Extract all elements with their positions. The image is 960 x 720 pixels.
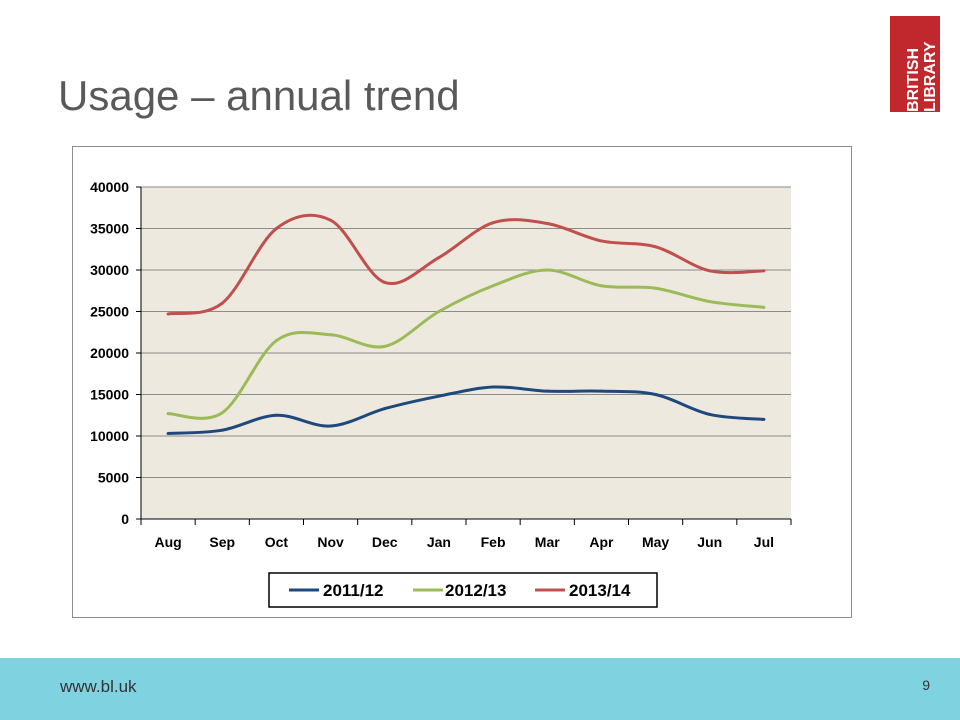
series-line-2011-12 (167, 385, 765, 436)
x-tick-label: Apr (589, 534, 614, 550)
data-point (491, 284, 495, 288)
x-tick-label: Nov (317, 534, 344, 550)
data-point (274, 339, 278, 343)
data-point (545, 389, 549, 393)
british-library-logo: BRITISH LIBRARY (890, 16, 940, 112)
logo-text-library: LIBRARY (922, 41, 939, 112)
data-point (762, 269, 766, 273)
x-tick-label: Jun (697, 534, 722, 550)
data-point (437, 256, 441, 260)
x-tick-label: Dec (372, 534, 398, 550)
y-tick-label: 20000 (90, 345, 129, 361)
data-point (383, 407, 387, 411)
data-point (166, 312, 170, 316)
data-point (437, 394, 441, 398)
chart-container: 0 5000 10000 15000 20000 25000 30000 35000 40000… (72, 146, 852, 618)
data-point (220, 411, 224, 415)
y-tick-label: 30000 (90, 262, 129, 278)
data-point (762, 305, 766, 309)
x-tick-label: Feb (481, 534, 506, 550)
data-point (383, 344, 387, 348)
x-tick-label: Mar (535, 534, 560, 550)
data-point (599, 284, 603, 288)
x-tick-label: Jan (427, 534, 451, 550)
y-tick-label: 5000 (98, 470, 129, 486)
data-point (654, 393, 658, 396)
footer-url[interactable]: www.bl.uk (60, 677, 137, 696)
data-point (599, 239, 603, 243)
data-point (654, 286, 658, 290)
data-point (220, 428, 224, 432)
x-tick-label: May (642, 534, 669, 550)
data-point (491, 221, 495, 225)
data-point (545, 268, 549, 272)
legend-label: 2012/13 (445, 581, 506, 600)
data-point (329, 218, 333, 222)
data-point (654, 245, 658, 249)
data-point (166, 432, 170, 436)
data-point (329, 333, 333, 337)
y-tick-label: 25000 (90, 304, 129, 320)
data-point (708, 269, 712, 273)
data-point (274, 227, 278, 230)
legend-label: 2013/14 (569, 581, 631, 600)
data-point (329, 424, 333, 428)
data-point (491, 385, 495, 389)
y-tick-label: 35000 (90, 221, 129, 237)
x-tick-label: Aug (154, 534, 181, 550)
y-tick-label: 15000 (90, 387, 129, 403)
data-point (599, 389, 603, 393)
x-tick-label: Oct (265, 534, 289, 550)
data-point (220, 301, 224, 305)
logo-text-british: BRITISH (905, 48, 922, 112)
data-point (708, 412, 712, 416)
x-tick-label: Jul (754, 534, 774, 550)
data-point (437, 310, 441, 313)
line-chart: 0 5000 10000 15000 20000 25000 30000 35000 40000… (90, 179, 792, 608)
legend-box (268, 572, 658, 608)
data-point (274, 413, 278, 417)
y-tick-label: 40000 (90, 179, 129, 195)
y-tick-label: 10000 (90, 428, 129, 444)
slide-title: Usage – annual trend (58, 72, 460, 119)
legend-label: 2011/12 (323, 581, 384, 600)
data-point (166, 412, 170, 416)
data-point (708, 300, 712, 304)
data-point (383, 280, 387, 284)
y-tick-label: 0 (121, 511, 129, 527)
page-number: 9 (922, 677, 930, 693)
x-tick-label: Sep (209, 534, 235, 550)
footer-bar: www.bl.uk 9 (0, 658, 960, 720)
data-point (762, 417, 766, 421)
data-point (545, 222, 549, 226)
